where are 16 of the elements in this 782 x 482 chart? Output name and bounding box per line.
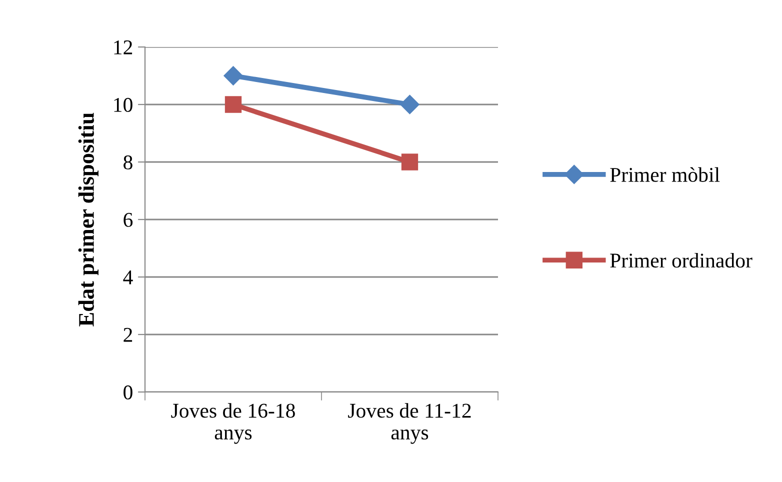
legend-label: Primer mòbil [610,167,720,182]
point [400,94,420,114]
y-tick-label: 12 [114,40,132,54]
y-tick-label: 6 [124,212,133,227]
point [224,66,243,86]
x-tick-label: Joves de 16-18 anys [171,403,295,444]
point [224,96,242,113]
legend-label: Primer ordinador [610,252,752,268]
point [401,154,418,170]
x-tick-label: Joves de 11-12 anys [348,403,471,444]
y-tick-label: 4 [123,270,133,284]
y-tick-label: 0 [124,385,132,400]
y-tick-label: 2 [124,328,132,342]
y-axis-title: Edat primer dispositiu [78,112,98,326]
y-tick-label: 8 [124,155,132,170]
y-tick-label: 10 [114,98,132,112]
